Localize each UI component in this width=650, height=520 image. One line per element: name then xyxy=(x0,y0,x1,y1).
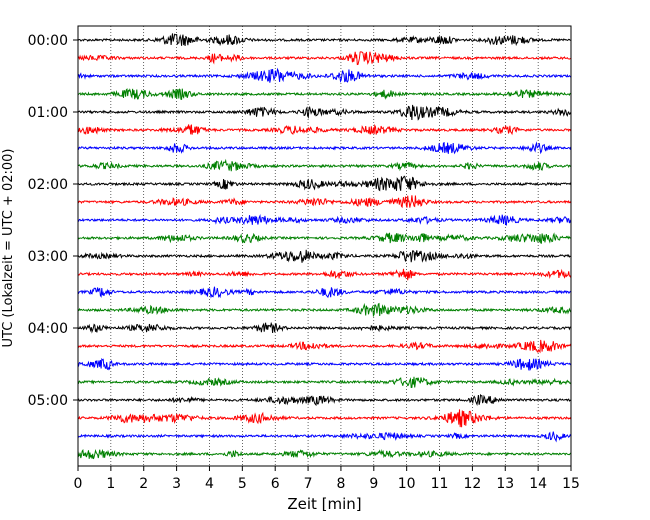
x-tick-label-5: 5 xyxy=(238,476,247,492)
trace-6 xyxy=(77,141,572,155)
x-tick-label-0: 0 xyxy=(74,476,83,492)
trace-21 xyxy=(77,409,572,428)
y-tick-label-3: 03:00 xyxy=(28,249,68,265)
trace-8 xyxy=(77,175,572,192)
y-axis-ticks: 00:00 01:00 02:00 03:00 04:00 05:00 xyxy=(28,33,78,409)
trace-7 xyxy=(77,158,572,172)
x-tick-label-13: 13 xyxy=(496,476,514,492)
trace-18 xyxy=(77,357,572,372)
trace-10 xyxy=(77,214,572,226)
x-tick-label-1: 1 xyxy=(106,476,115,492)
y-tick-label-0: 00:00 xyxy=(28,33,68,49)
x-axis-ticks: 0 1 2 3 4 5 6 7 8 9 10 11 12 13 14 15 xyxy=(74,466,580,492)
trace-1 xyxy=(77,51,571,66)
trace-9 xyxy=(77,195,572,209)
x-tick-label-9: 9 xyxy=(369,476,378,492)
trace-13 xyxy=(77,268,572,281)
trace-4 xyxy=(77,104,572,121)
trace-14 xyxy=(77,286,572,299)
grid-lines xyxy=(110,26,539,466)
trace-11 xyxy=(77,232,571,244)
x-tick-label-15: 15 xyxy=(562,476,580,492)
trace-20 xyxy=(77,393,572,407)
x-tick-label-8: 8 xyxy=(336,476,345,492)
x-tick-label-11: 11 xyxy=(431,476,449,492)
trace-16 xyxy=(77,321,571,334)
trace-17 xyxy=(77,339,572,354)
trace-15 xyxy=(77,302,572,318)
x-tick-label-4: 4 xyxy=(205,476,214,492)
trace-12 xyxy=(77,249,571,263)
x-tick-label-3: 3 xyxy=(172,476,181,492)
x-tick-label-14: 14 xyxy=(529,476,547,492)
y-tick-label-5: 05:00 xyxy=(28,393,68,409)
x-tick-label-2: 2 xyxy=(139,476,148,492)
y-tick-label-4: 04:00 xyxy=(28,321,68,337)
x-tick-label-7: 7 xyxy=(304,476,313,492)
trace-19 xyxy=(77,376,572,388)
y-tick-label-2: 02:00 xyxy=(28,177,68,193)
trace-22 xyxy=(77,431,572,443)
trace-series xyxy=(77,33,572,460)
trace-5 xyxy=(77,123,572,136)
y-tick-label-1: 01:00 xyxy=(28,105,68,121)
x-tick-label-12: 12 xyxy=(463,476,481,492)
x-tick-label-6: 6 xyxy=(271,476,280,492)
x-tick-label-10: 10 xyxy=(398,476,416,492)
trace-23 xyxy=(77,448,572,460)
trace-2 xyxy=(77,67,572,83)
plot-frame xyxy=(77,25,572,467)
x-axis-label: Zeit [min] xyxy=(287,495,361,513)
trace-0 xyxy=(77,33,571,47)
trace-3 xyxy=(77,88,572,100)
y-axis-label: UTC (Lokalzeit = UTC + 02:00) xyxy=(1,149,16,348)
